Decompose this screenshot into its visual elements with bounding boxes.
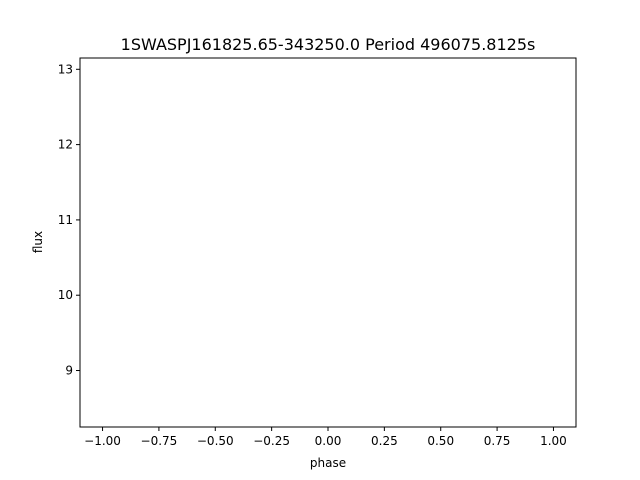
y-tick-label: 9 bbox=[65, 364, 73, 378]
x-tick-label: −0.25 bbox=[253, 434, 290, 448]
x-tick-label: 0.75 bbox=[484, 434, 511, 448]
y-tick-label: 11 bbox=[58, 213, 73, 227]
y-tick-label: 12 bbox=[58, 138, 73, 152]
x-tick-label: 0.00 bbox=[315, 434, 342, 448]
x-tick-label: −0.50 bbox=[197, 434, 234, 448]
x-tick-label: 0.50 bbox=[427, 434, 454, 448]
x-axis-ticks: −1.00 −0.75 −0.50 −0.25 0.00 0.25 0.50 0.75 1.00 bbox=[84, 427, 567, 448]
y-axis-label: flux bbox=[31, 231, 45, 253]
x-tick-label: 0.25 bbox=[371, 434, 398, 448]
y-tick-label: 13 bbox=[58, 62, 73, 76]
y-axis-ticks: 9 10 11 12 13 bbox=[58, 62, 80, 378]
x-tick-label: −1.00 bbox=[84, 434, 121, 448]
y-tick-label: 10 bbox=[58, 288, 73, 302]
x-tick-label: 1.00 bbox=[540, 434, 567, 448]
chart-title: 1SWASPJ161825.65-343250.0 Period 496075.… bbox=[121, 35, 536, 54]
x-axis-label: phase bbox=[310, 456, 346, 470]
x-tick-label: −0.75 bbox=[141, 434, 178, 448]
